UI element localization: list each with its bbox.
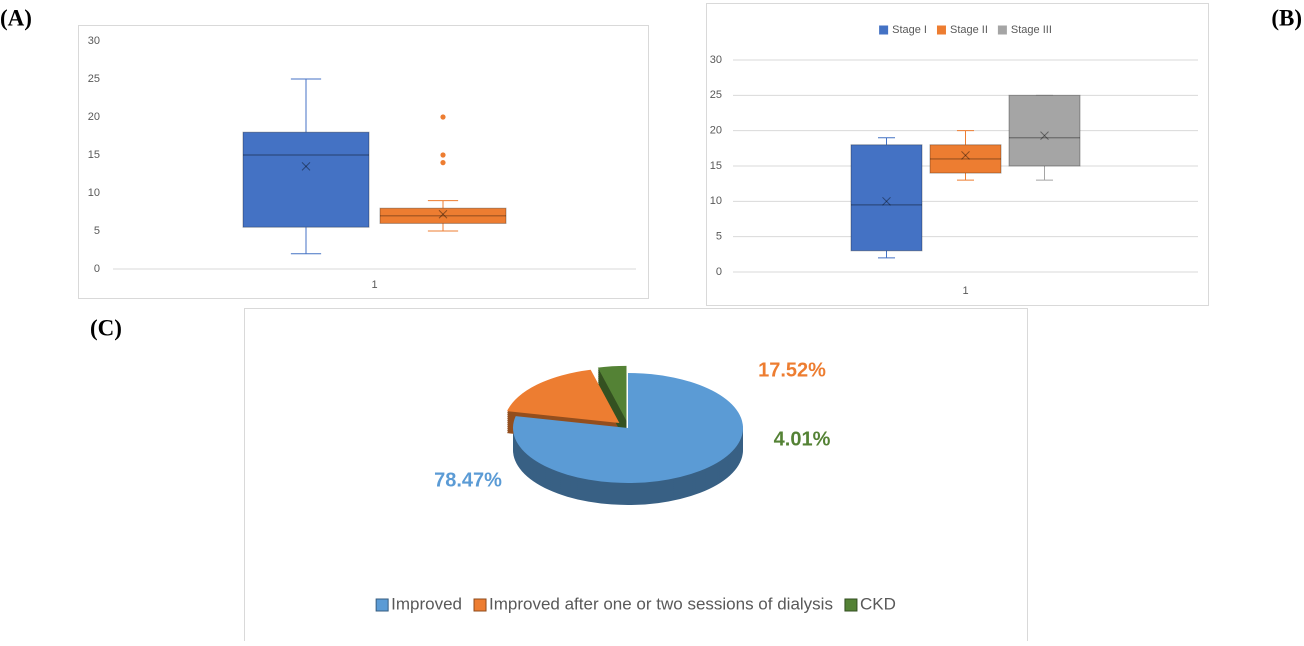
- y-tick-label: 10: [710, 195, 722, 207]
- mean-marker: [882, 196, 891, 206]
- legend-label: Improved: [391, 594, 462, 613]
- y-tick-label: 15: [88, 149, 100, 161]
- mean-marker: [1040, 131, 1049, 140]
- y-tick-label: 20: [710, 125, 722, 137]
- outlier: [440, 152, 446, 158]
- slice: [507, 369, 620, 423]
- box: [1008, 94, 1081, 167]
- legend-label: Stage III: [1011, 24, 1052, 36]
- mean-marker: [1040, 131, 1049, 140]
- legend: Stage I Stage II Stage III: [879, 24, 1052, 36]
- x-tick-label: 1: [371, 279, 377, 291]
- x-tick-label: 1: [962, 285, 968, 297]
- mean-marker: [961, 151, 970, 160]
- legend-label: Stage II: [950, 24, 988, 36]
- legend-swatch: [844, 598, 858, 612]
- data-label: 78.47%: [434, 469, 502, 491]
- panel-label: (A): [0, 5, 32, 30]
- y-tick-label: 10: [88, 187, 100, 199]
- outlier: [440, 160, 446, 166]
- mean-marker: [438, 209, 448, 219]
- y-tick-label: 20: [88, 111, 100, 123]
- box: [850, 144, 923, 252]
- y-tick-label: 5: [94, 225, 100, 237]
- slice: [512, 373, 743, 483]
- legend-label: CKD: [860, 594, 896, 613]
- slice: [597, 365, 627, 421]
- mean-marker: [301, 162, 311, 171]
- legend: Improved Improved after one or two sessio…: [375, 594, 896, 613]
- y-tick-label: 0: [716, 266, 722, 278]
- legend-swatch: [997, 25, 1007, 35]
- legend-swatch: [879, 25, 889, 35]
- box: [379, 207, 507, 224]
- y-tick-label: 25: [710, 89, 722, 101]
- y-tick-label: 5: [716, 231, 722, 243]
- y-tick-label: 15: [710, 160, 722, 172]
- outlier: [440, 114, 446, 120]
- legend-swatch: [936, 25, 946, 35]
- box: [242, 131, 370, 228]
- y-tick-label: 30: [710, 54, 722, 66]
- mean-marker: [301, 162, 311, 171]
- legend-swatch: [473, 598, 487, 612]
- y-tick-label: 0: [94, 263, 100, 275]
- panel-label: (B): [1271, 5, 1302, 30]
- box: [929, 144, 1002, 174]
- legend-label: Improved after one or two sessions of di…: [489, 594, 833, 613]
- data-label: 4.01%: [774, 428, 831, 450]
- legend-label: Stage I: [892, 24, 927, 36]
- mean-marker: [882, 196, 891, 206]
- panel-label: (C): [90, 315, 122, 340]
- y-tick-label: 25: [88, 73, 100, 85]
- legend-swatch: [375, 598, 389, 612]
- data-label: 17.52%: [758, 359, 826, 381]
- mean-marker: [961, 151, 970, 160]
- mean-marker: [438, 209, 448, 219]
- y-tick-label: 30: [88, 35, 100, 47]
